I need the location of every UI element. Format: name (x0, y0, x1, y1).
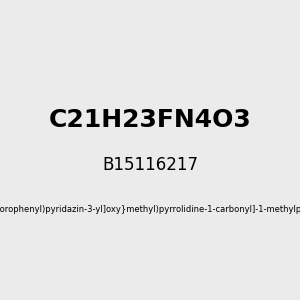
Text: C21H23FN4O3: C21H23FN4O3 (49, 108, 251, 132)
Text: 4-[3-({[6-(3-Fluorophenyl)pyridazin-3-yl]oxy}methyl)pyrrolidine-1-carbonyl]-1-me: 4-[3-({[6-(3-Fluorophenyl)pyridazin-3-yl… (0, 206, 300, 214)
Text: B15116217: B15116217 (102, 156, 198, 174)
